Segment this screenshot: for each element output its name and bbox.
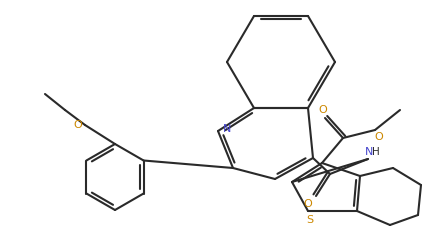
Text: S: S — [306, 215, 314, 225]
Text: N: N — [223, 124, 231, 134]
Text: O: O — [319, 105, 327, 115]
Text: O: O — [304, 199, 312, 209]
Text: O: O — [374, 132, 383, 142]
Text: H: H — [372, 147, 380, 157]
Text: N: N — [365, 147, 373, 157]
Text: O: O — [73, 120, 82, 130]
